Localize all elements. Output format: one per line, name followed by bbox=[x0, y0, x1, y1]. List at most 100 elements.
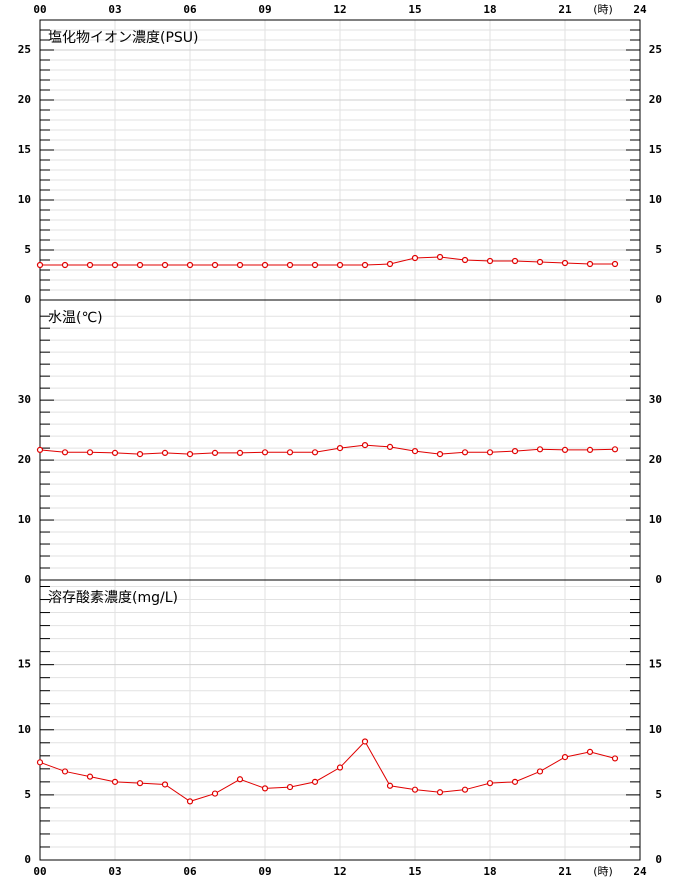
data-point bbox=[36, 759, 44, 766]
data-point bbox=[186, 261, 194, 269]
data-point bbox=[186, 798, 194, 805]
y-tick-label: 20 bbox=[18, 453, 31, 466]
data-point bbox=[136, 780, 144, 787]
data-point bbox=[86, 261, 94, 269]
x-tick-label: 03 bbox=[108, 3, 121, 16]
data-point bbox=[461, 786, 469, 793]
data-point bbox=[386, 260, 394, 268]
data-point bbox=[36, 446, 44, 453]
data-line bbox=[39, 740, 616, 802]
data-point bbox=[436, 450, 444, 458]
data-point bbox=[86, 773, 94, 780]
data-point bbox=[536, 768, 544, 775]
y-tick-label: 0 bbox=[24, 293, 31, 306]
y-tick-label: 0 bbox=[24, 573, 31, 586]
data-point bbox=[336, 444, 344, 452]
data-point bbox=[311, 261, 319, 269]
data-point bbox=[161, 781, 169, 788]
data-point bbox=[511, 257, 519, 265]
data-point bbox=[611, 260, 619, 268]
data-point bbox=[436, 789, 444, 796]
y-tick-label: 10 bbox=[18, 193, 31, 206]
y-tick-label: 20 bbox=[18, 93, 31, 106]
x-tick-label: 12 bbox=[333, 3, 346, 16]
x-tick-label: 00 bbox=[33, 865, 46, 878]
x-tick-label: 09 bbox=[258, 3, 271, 16]
x-tick-label: 09 bbox=[258, 865, 271, 878]
data-point bbox=[161, 261, 169, 269]
data-point bbox=[361, 738, 369, 745]
data-point bbox=[61, 449, 69, 456]
data-point bbox=[236, 776, 244, 783]
data-point bbox=[86, 449, 94, 456]
y-tick-label: 10 bbox=[18, 723, 31, 736]
x-tick-label: 03 bbox=[108, 865, 121, 878]
y-tick-label-right: 5 bbox=[655, 243, 662, 256]
y-tick-label-right: 20 bbox=[649, 453, 662, 466]
data-point bbox=[486, 257, 494, 265]
data-point bbox=[261, 785, 269, 792]
data-point bbox=[411, 786, 419, 793]
x-tick-label: 15 bbox=[408, 865, 421, 878]
data-point bbox=[211, 449, 219, 456]
x-axis-unit: (時) bbox=[593, 3, 613, 16]
data-point bbox=[361, 261, 369, 269]
y-tick-label: 0 bbox=[24, 853, 31, 866]
x-tick-label: 18 bbox=[483, 865, 496, 878]
data-point bbox=[536, 258, 544, 266]
data-point bbox=[586, 446, 594, 453]
y-tick-label-right: 15 bbox=[649, 658, 662, 671]
y-tick-label-right: 0 bbox=[655, 573, 662, 586]
data-point bbox=[611, 446, 619, 453]
data-point bbox=[36, 261, 44, 269]
panel-title: 溶存酸素濃度(mg/L) bbox=[48, 590, 178, 606]
data-point bbox=[161, 449, 169, 456]
data-point bbox=[511, 778, 519, 785]
data-point bbox=[261, 449, 269, 456]
y-tick-label-right: 30 bbox=[649, 393, 662, 406]
data-point bbox=[611, 755, 619, 762]
data-point bbox=[486, 780, 494, 787]
data-point bbox=[336, 261, 344, 269]
y-tick-label-right: 10 bbox=[649, 513, 662, 526]
x-tick-label: 15 bbox=[408, 3, 421, 16]
data-point bbox=[586, 260, 594, 268]
y-tick-label: 15 bbox=[18, 658, 31, 671]
x-tick-label: 24 bbox=[633, 3, 647, 16]
data-point bbox=[386, 782, 394, 789]
y-tick-label-right: 0 bbox=[655, 293, 662, 306]
data-point bbox=[461, 256, 469, 264]
data-point bbox=[236, 261, 244, 269]
data-point bbox=[311, 778, 319, 785]
data-point bbox=[336, 764, 344, 771]
y-tick-label: 25 bbox=[18, 43, 31, 56]
data-line bbox=[39, 444, 616, 455]
y-tick-label-right: 25 bbox=[649, 43, 662, 56]
y-tick-label-right: 15 bbox=[649, 143, 662, 156]
data-point bbox=[111, 261, 119, 269]
x-tick-label: 00 bbox=[33, 3, 46, 16]
data-point bbox=[286, 783, 294, 791]
y-tick-label-right: 0 bbox=[655, 853, 662, 866]
x-tick-label: 21 bbox=[558, 865, 572, 878]
data-point bbox=[186, 450, 194, 458]
x-axis-unit: (時) bbox=[593, 865, 613, 878]
data-point bbox=[136, 450, 144, 458]
y-tick-label: 30 bbox=[18, 393, 31, 406]
data-point bbox=[561, 446, 569, 453]
data-point bbox=[211, 261, 219, 269]
data-point bbox=[61, 768, 69, 775]
data-point bbox=[411, 254, 419, 262]
panel-frame bbox=[39, 579, 641, 861]
y-tick-label-right: 10 bbox=[649, 723, 662, 736]
data-line bbox=[40, 256, 615, 266]
y-tick-label: 5 bbox=[24, 788, 31, 801]
data-point bbox=[111, 449, 119, 456]
data-point bbox=[136, 261, 144, 269]
data-point bbox=[561, 259, 569, 267]
panel-title: 塩化物イオン濃度(PSU) bbox=[48, 30, 199, 46]
x-tick-label: 06 bbox=[183, 865, 197, 878]
data-point bbox=[261, 261, 269, 269]
data-point bbox=[386, 443, 394, 450]
